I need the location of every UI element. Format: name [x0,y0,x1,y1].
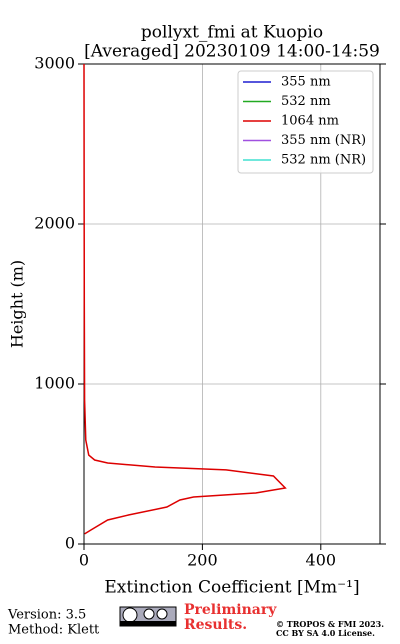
legend-label: 355 nm [281,75,331,90]
copyright: © TROPOS & FMI 2023. [276,619,384,629]
legend-label: 532 nm (NR) [281,153,366,168]
x-tick-label: 400 [306,551,337,570]
legend-label: 1064 nm [281,114,339,129]
legend-label: 532 nm [281,94,331,109]
x-tick-label: 0 [79,551,89,570]
legend-label: 355 nm (NR) [281,133,366,148]
notice: Results. [184,617,247,633]
chart-title: pollyxt_fmi at Kuopio [141,23,323,43]
legend-box [237,70,374,174]
y-axis-label: Height (m) [8,260,27,348]
notice: Preliminary [184,602,277,618]
y-tick-label: 0 [65,534,75,553]
cc-logo [119,606,177,627]
method: Method: Klett [8,623,100,638]
chart-subtitle: [Averaged] 20230109 14:00-14:59 [84,42,380,62]
x-axis-label: Extinction Coefficient [Mm⁻¹] [104,578,359,598]
y-tick-label: 3000 [34,54,75,73]
copyright: CC BY SA 4.0 License. [276,628,375,638]
version: Version: 3.5 [7,608,86,623]
x-tick-label: 200 [187,551,218,570]
profile-line [83,63,287,535]
y-tick-label: 2000 [34,214,75,233]
y-tick-label: 1000 [34,374,75,393]
